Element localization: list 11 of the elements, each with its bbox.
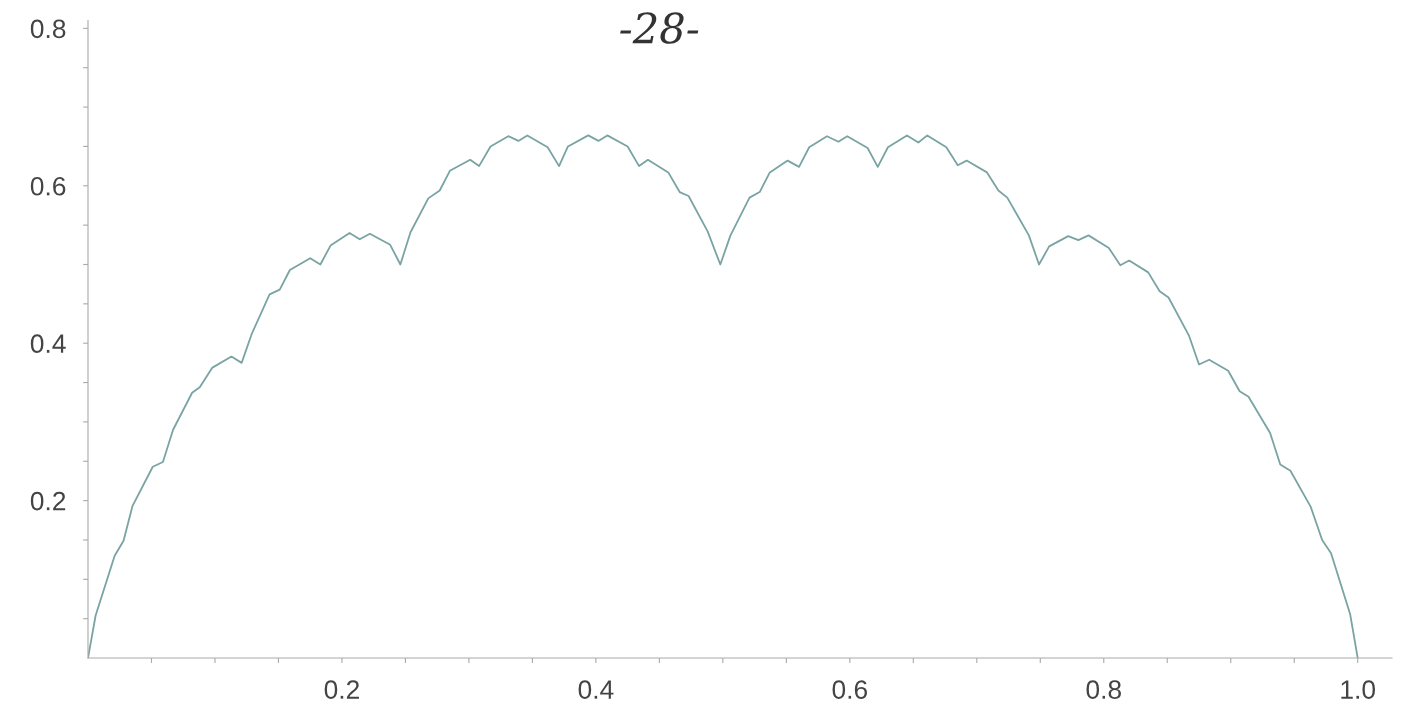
y-tick-label: 0.2 — [30, 491, 66, 511]
y-tick-label: 0.6 — [30, 176, 66, 196]
x-tick-label: 0.2 — [324, 680, 359, 699]
line-series — [88, 134, 1359, 659]
annotation: -28- — [620, 12, 699, 44]
x-tick-label: 1.0 — [1341, 680, 1376, 699]
y-tick-label: 0.8 — [30, 19, 66, 39]
x-tick-label: 0.6 — [832, 680, 868, 699]
x-tick-label: 0.8 — [1086, 680, 1121, 699]
y-tick-label: 0.4 — [30, 334, 66, 354]
x-tick-label: 0.4 — [578, 680, 614, 699]
